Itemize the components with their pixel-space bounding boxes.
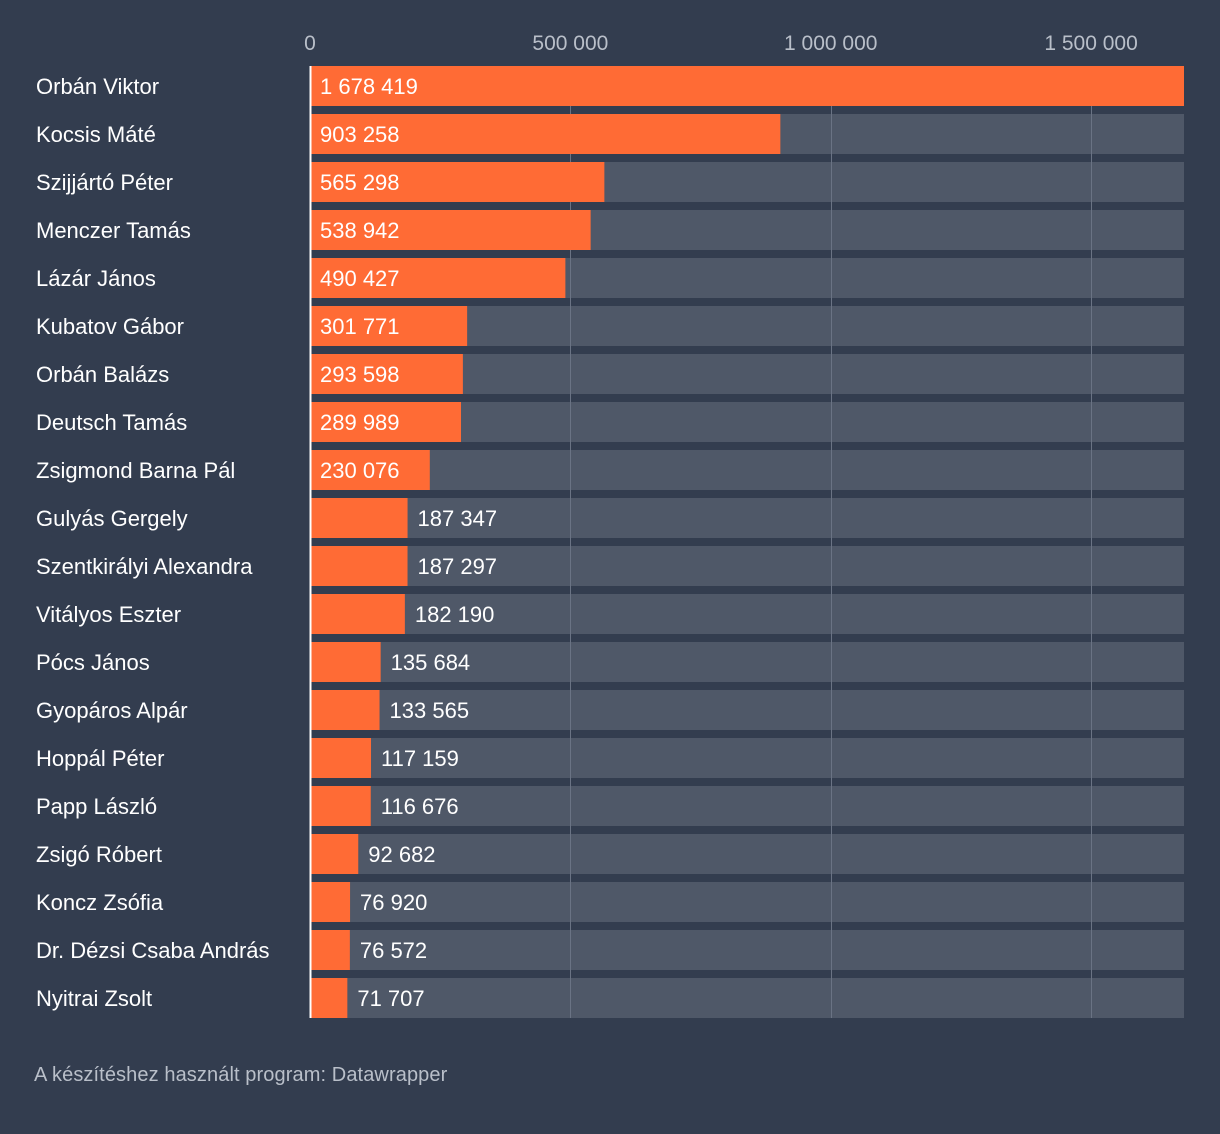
value-label: 490 427 [320, 266, 400, 291]
x-tick-label: 1 500 000 [1044, 32, 1137, 55]
category-label: Hoppál Péter [36, 746, 164, 771]
value-label: 76 572 [360, 938, 427, 963]
bar-track [310, 786, 1184, 826]
value-label: 133 565 [390, 698, 470, 723]
category-label: Orbán Balázs [36, 362, 169, 387]
bar-track [310, 594, 1184, 634]
value-label: 230 076 [320, 458, 400, 483]
category-label: Papp László [36, 794, 157, 819]
bar-track [310, 834, 1184, 874]
bar-track [310, 738, 1184, 778]
bar [310, 306, 468, 346]
bar [310, 354, 463, 394]
value-label: 565 298 [320, 170, 400, 195]
value-label: 1 678 419 [320, 74, 418, 99]
value-label: 187 297 [418, 554, 498, 579]
bar [310, 834, 359, 874]
bar [310, 690, 380, 730]
category-label: Zsigó Róbert [36, 842, 162, 867]
value-label: 71 707 [357, 986, 424, 1011]
bar [310, 114, 781, 154]
value-label: 182 190 [415, 602, 495, 627]
value-label: 187 347 [418, 506, 498, 531]
value-label: 76 920 [360, 890, 427, 915]
bar-track [310, 642, 1184, 682]
x-tick-label: 0 [304, 32, 316, 55]
category-label: Szentkirályi Alexandra [36, 554, 253, 579]
value-label: 135 684 [391, 650, 471, 675]
bar-track [310, 450, 1184, 490]
value-label: 92 682 [368, 842, 435, 867]
value-label: 289 989 [320, 410, 400, 435]
x-tick-label: 1 000 000 [784, 32, 877, 55]
bar-track [310, 882, 1184, 922]
category-label: Koncz Zsófia [36, 890, 164, 915]
value-label: 117 159 [381, 746, 459, 771]
bar [310, 402, 462, 442]
category-label: Vitályos Eszter [36, 602, 181, 627]
category-label: Menczer Tamás [36, 218, 191, 243]
category-label: Lázár János [36, 266, 156, 291]
category-label: Deutsch Tamás [36, 410, 187, 435]
category-label: Zsigmond Barna Pál [36, 458, 235, 483]
bar [310, 162, 605, 202]
category-label: Gulyás Gergely [36, 506, 188, 531]
value-label: 538 942 [320, 218, 400, 243]
value-label: 293 598 [320, 362, 400, 387]
category-label: Pócs János [36, 650, 150, 675]
category-label: Nyitrai Zsolt [36, 986, 152, 1011]
bar-track [310, 930, 1184, 970]
bar-track [310, 546, 1184, 586]
x-tick-label: 500 000 [532, 32, 608, 55]
bar [310, 642, 381, 682]
bar [310, 498, 408, 538]
bar [310, 786, 371, 826]
bar [310, 978, 348, 1018]
bar-track [310, 498, 1184, 538]
bar-track [310, 690, 1184, 730]
value-label: 116 676 [381, 794, 459, 819]
category-label: Dr. Dézsi Csaba András [36, 938, 270, 963]
category-label: Gyopáros Alpár [36, 698, 188, 723]
category-label: Szijjártó Péter [36, 170, 173, 195]
category-label: Kubatov Gábor [36, 314, 184, 339]
bar [310, 546, 408, 586]
bar [310, 258, 566, 298]
bar [310, 450, 430, 490]
bar [310, 594, 405, 634]
value-label: 301 771 [320, 314, 400, 339]
bar [310, 210, 591, 250]
value-label: 903 258 [320, 122, 400, 147]
category-label: Kocsis Máté [36, 122, 156, 147]
bar-track [310, 978, 1184, 1018]
category-label: Orbán Viktor [36, 74, 159, 99]
bar [310, 930, 350, 970]
footer-credit: A készítéshez használt program: Datawrap… [34, 1064, 448, 1086]
bar [310, 738, 372, 778]
bar [310, 66, 1184, 106]
bar [310, 882, 351, 922]
